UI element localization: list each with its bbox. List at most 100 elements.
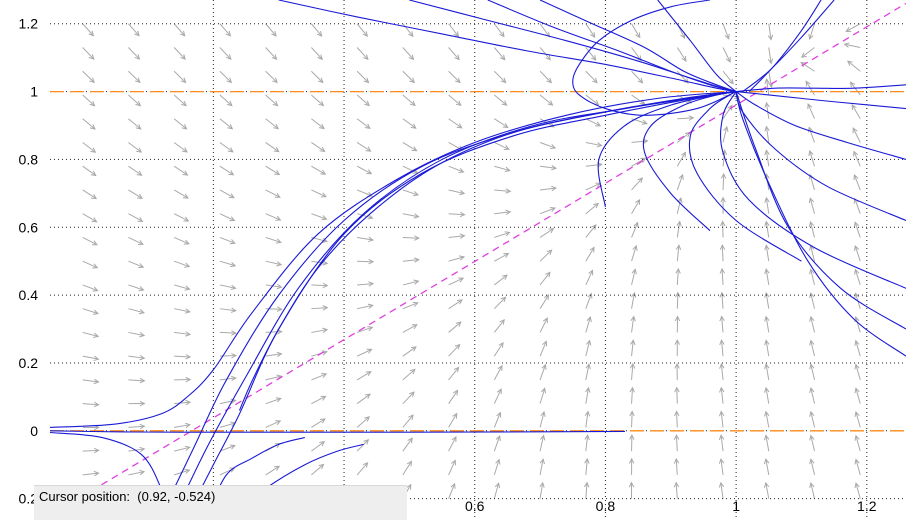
- trajectory-curve: [736, 92, 906, 109]
- x-tick-label: 0.8: [596, 498, 616, 514]
- field-arrow: [403, 392, 414, 404]
- cursor-position-label: Cursor position:: [39, 489, 130, 504]
- x-tick-label: 0.6: [465, 498, 485, 514]
- field-arrow: [802, 47, 815, 57]
- trajectory-curve: [643, 92, 736, 231]
- field-arrow: [83, 24, 94, 36]
- trajectory-curve: [749, 0, 821, 92]
- field-arrow: [128, 95, 140, 106]
- field-arrow: [311, 442, 324, 452]
- field-arrow: [128, 142, 141, 152]
- field-arrow: [449, 345, 460, 357]
- field-arrow: [632, 388, 633, 404]
- field-arrow: [128, 47, 139, 59]
- field-arrow: [357, 24, 367, 36]
- field-arrow: [676, 435, 677, 451]
- field-arrow: [540, 272, 550, 285]
- field-arrow: [128, 119, 140, 129]
- field-arrow: [174, 71, 185, 82]
- field-arrow: [311, 464, 323, 474]
- trajectory-curve: [161, 92, 736, 516]
- field-arrow: [403, 237, 419, 238]
- field-arrow: [83, 142, 96, 152]
- field-arrow: [449, 95, 461, 105]
- field-arrow: [494, 275, 507, 285]
- y-tick-label: 0.2: [19, 355, 39, 371]
- field-arrow: [174, 24, 185, 36]
- field-arrow: [449, 47, 460, 59]
- cursor-position-readout: Cursor position: (0.92, -0.524): [39, 489, 215, 504]
- field-arrow: [266, 47, 277, 59]
- field-arrow: [128, 380, 144, 381]
- field-arrow: [494, 24, 504, 37]
- field-arrow: [266, 71, 277, 82]
- y-tick-label: 0: [30, 423, 38, 439]
- field-arrow: [403, 119, 416, 128]
- field-arrow: [677, 388, 678, 404]
- field-arrow: [403, 47, 414, 59]
- field-arrow: [449, 71, 460, 82]
- y-tick-label: 0.6: [19, 219, 39, 235]
- field-arrow: [632, 71, 643, 83]
- cursor-position-value: (0.92, -0.524): [137, 489, 215, 504]
- y-tick-label: 0.4: [19, 287, 39, 303]
- field-arrow: [586, 204, 598, 214]
- trajectory-curve: [279, 0, 736, 92]
- field-arrow: [494, 297, 505, 308]
- field-arrow: [403, 438, 412, 451]
- field-arrow: [677, 293, 678, 309]
- field-arrow: [722, 245, 723, 261]
- field-arrow: [540, 250, 552, 261]
- field-arrow: [403, 369, 415, 380]
- trajectory-curve: [743, 0, 834, 92]
- trajectory-curve: [736, 85, 906, 92]
- field-arrow: [449, 322, 461, 332]
- field-arrow: [266, 119, 279, 129]
- field-arrow: [540, 71, 551, 82]
- field-arrow: [449, 24, 459, 37]
- field-arrow: [128, 24, 139, 36]
- field-arrow: [83, 95, 95, 106]
- field-arrow: [677, 118, 693, 119]
- field-arrow: [220, 24, 230, 36]
- field-arrow: [494, 95, 506, 105]
- status-bar: Cursor position: (0.92, -0.524): [34, 485, 407, 520]
- field-arrow: [677, 133, 690, 143]
- field-arrow: [494, 71, 505, 82]
- field-arrow: [311, 24, 321, 36]
- field-arrow: [403, 71, 414, 82]
- field-arrow: [403, 95, 415, 105]
- field-arrow: [174, 119, 186, 129]
- field-arrow: [494, 47, 504, 59]
- field-arrow: [83, 71, 94, 82]
- field-arrow: [266, 332, 282, 333]
- field-arrow: [311, 95, 323, 106]
- trajectory-curve: [689, 92, 801, 262]
- field-arrow: [311, 285, 327, 286]
- field-arrow: [403, 415, 413, 427]
- field-arrow: [449, 367, 459, 379]
- field-arrow: [220, 332, 236, 333]
- field-arrow: [357, 261, 373, 262]
- field-arrow: [220, 119, 232, 129]
- field-arrow: [311, 47, 322, 59]
- field-arrow: [83, 450, 99, 451]
- trajectory-curve: [573, 0, 736, 115]
- field-arrow: [357, 71, 368, 82]
- field-arrow: [357, 95, 369, 106]
- field-arrow: [174, 356, 190, 357]
- field-arrow: [357, 394, 370, 403]
- reference-lines: [50, 3, 906, 515]
- field-arrow: [220, 71, 231, 82]
- field-arrow: [357, 119, 370, 129]
- field-arrow: [174, 142, 187, 152]
- trajectory-curve: [736, 92, 906, 357]
- field-arrow: [357, 463, 367, 475]
- y-tick-label: 1.2: [19, 16, 39, 32]
- reference-line: [50, 3, 906, 515]
- field-arrow: [83, 119, 95, 129]
- trajectory-curve: [721, 92, 906, 289]
- field-arrow: [357, 47, 368, 59]
- trajectory-curve: [736, 92, 906, 160]
